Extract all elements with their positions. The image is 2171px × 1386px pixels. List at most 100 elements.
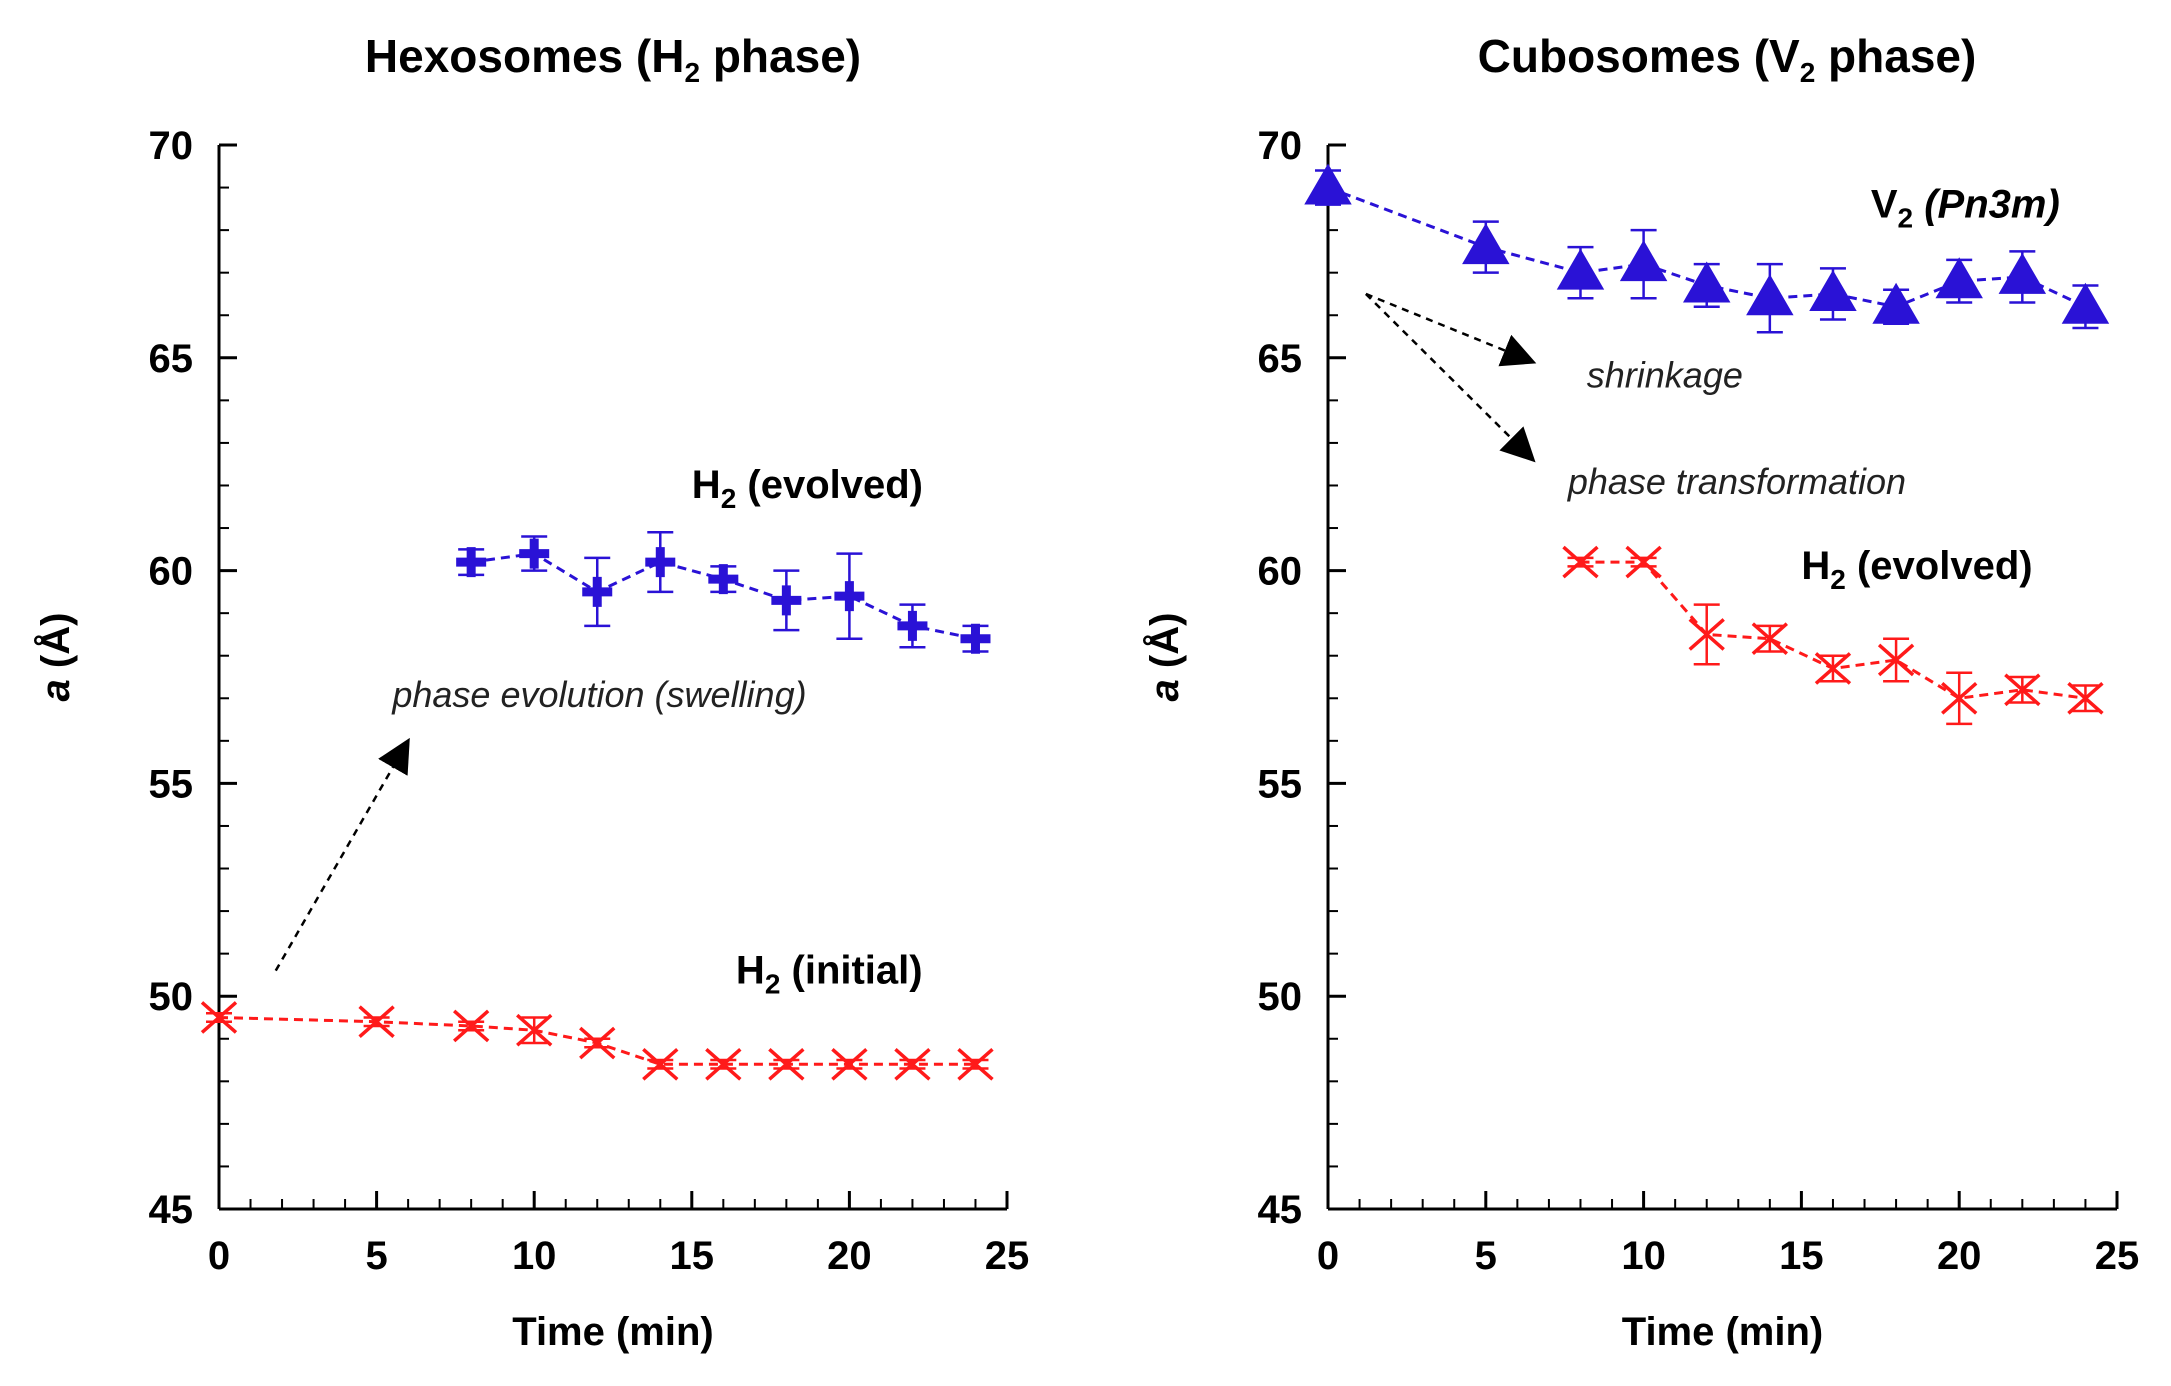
series-label: H2 (evolved) bbox=[692, 463, 923, 514]
data-point bbox=[1688, 618, 1725, 651]
series-label-text: (evolved) bbox=[736, 463, 923, 507]
chart-title: Cubosomes (V2 phase) bbox=[1478, 30, 1977, 88]
series-label-text bbox=[1913, 182, 1924, 226]
data-point bbox=[2067, 681, 2104, 715]
series-label-subscript: 2 bbox=[765, 968, 781, 999]
x-tick-label: 5 bbox=[1475, 1234, 1497, 1278]
data-point bbox=[200, 1001, 238, 1034]
y-tick-label: 65 bbox=[1258, 337, 1303, 381]
data-point bbox=[516, 1013, 553, 1047]
annotation-text: phase evolution (swelling) bbox=[391, 674, 806, 715]
annotation-arrow bbox=[274, 737, 410, 972]
data-point bbox=[579, 1026, 616, 1060]
data-point bbox=[831, 1047, 868, 1081]
x-tick-label: 20 bbox=[827, 1234, 872, 1278]
data-point bbox=[1751, 622, 1788, 656]
y-tick-label: 65 bbox=[149, 337, 194, 381]
data-point bbox=[582, 576, 613, 607]
data-point bbox=[2004, 673, 2041, 707]
y-tick-label: 45 bbox=[149, 1188, 194, 1232]
x-tick-label: 20 bbox=[1937, 1234, 1982, 1278]
x-tick-label: 0 bbox=[1317, 1234, 1339, 1278]
series-label-symbol: V bbox=[1871, 182, 1898, 226]
chart-title-subscript: 2 bbox=[684, 57, 700, 88]
y-tick-label: 45 bbox=[1258, 1188, 1303, 1232]
chart-title: Hexosomes (H2 phase) bbox=[365, 30, 861, 88]
annotation-text: phase transformation bbox=[1567, 461, 1906, 502]
chart-title-subscript: 2 bbox=[1800, 57, 1816, 88]
data-point bbox=[519, 538, 550, 569]
data-point bbox=[960, 623, 991, 654]
data-point bbox=[1746, 274, 1794, 316]
series-label-subscript: 2 bbox=[1830, 564, 1846, 595]
series-label: H2 (evolved) bbox=[1801, 544, 2032, 595]
x-axis-label: Time (min) bbox=[1622, 1310, 1824, 1354]
series-h2-evolved- bbox=[456, 531, 991, 654]
y-axis-label: a (Å) bbox=[1142, 613, 1187, 702]
data-point bbox=[894, 1047, 931, 1081]
data-point bbox=[1941, 681, 1978, 715]
series-v2-pn3m- bbox=[1304, 163, 2110, 334]
data-point bbox=[771, 585, 802, 616]
data-point bbox=[1304, 163, 1352, 205]
series-label-symbol: H bbox=[692, 463, 721, 507]
series-h2-evolved- bbox=[1562, 545, 2104, 726]
y-tick-label: 70 bbox=[1258, 124, 1303, 168]
x-tick-label: 5 bbox=[365, 1234, 387, 1278]
y-axis-label-unit: (Å) bbox=[1142, 613, 1187, 680]
data-point bbox=[456, 547, 487, 578]
y-tick-label: 50 bbox=[1258, 975, 1303, 1019]
x-tick-label: 15 bbox=[1779, 1234, 1824, 1278]
data-point bbox=[645, 547, 676, 578]
annotation-arrow bbox=[1365, 292, 1537, 367]
chart-title-text: Hexosomes (H bbox=[365, 30, 685, 82]
data-point bbox=[1809, 269, 1857, 311]
x-tick-label: 15 bbox=[670, 1234, 715, 1278]
series-label: H2 (initial) bbox=[736, 948, 923, 999]
annotation-text: shrinkage bbox=[1587, 355, 1743, 396]
y-tick-label: 55 bbox=[149, 762, 194, 806]
x-axis-label: Time (min) bbox=[512, 1310, 714, 1354]
y-tick-label: 60 bbox=[149, 550, 194, 594]
data-point bbox=[957, 1047, 994, 1081]
x-tick-label: 0 bbox=[208, 1234, 230, 1278]
series-label-text: (evolved) bbox=[1846, 544, 2033, 588]
chart-title-text-end: phase) bbox=[700, 30, 861, 82]
data-point bbox=[1682, 261, 1731, 303]
series-label-symbol: H bbox=[736, 948, 765, 992]
chart-title-text-end: phase) bbox=[1815, 30, 1976, 82]
data-point bbox=[1619, 240, 1668, 282]
data-point bbox=[1872, 282, 1920, 324]
y-axis-label: a (Å) bbox=[33, 613, 78, 702]
data-point bbox=[834, 581, 865, 612]
data-point bbox=[1998, 252, 2047, 294]
data-point bbox=[1814, 652, 1852, 685]
data-point bbox=[358, 1005, 395, 1039]
data-point bbox=[1625, 545, 1662, 579]
y-tick-label: 55 bbox=[1258, 762, 1303, 806]
data-point bbox=[1877, 643, 1915, 677]
series-line bbox=[1327, 186, 2087, 309]
y-axis-label-unit: (Å) bbox=[33, 613, 78, 680]
data-point bbox=[642, 1047, 679, 1081]
y-tick-label: 70 bbox=[149, 124, 194, 168]
data-point bbox=[708, 564, 739, 595]
series-label: V2 (Pn3m) bbox=[1871, 182, 2060, 233]
x-tick-label: 10 bbox=[512, 1234, 557, 1278]
chart-title-text: Cubosomes (V bbox=[1478, 30, 1800, 82]
data-point bbox=[705, 1047, 742, 1081]
y-tick-label: 60 bbox=[1258, 550, 1303, 594]
y-axis-label-symbol: a bbox=[34, 679, 78, 701]
series-label-subscript: 2 bbox=[1898, 202, 1914, 233]
data-point bbox=[1935, 257, 1983, 299]
data-point bbox=[453, 1009, 490, 1043]
annotation-arrow bbox=[1364, 293, 1536, 463]
y-tick-label: 50 bbox=[149, 975, 194, 1019]
series-label-symbol: H bbox=[1801, 544, 1830, 588]
series-label-subscript: 2 bbox=[721, 483, 737, 514]
series-h2-initial- bbox=[200, 1001, 994, 1081]
series-label-text: (initial) bbox=[780, 948, 922, 992]
